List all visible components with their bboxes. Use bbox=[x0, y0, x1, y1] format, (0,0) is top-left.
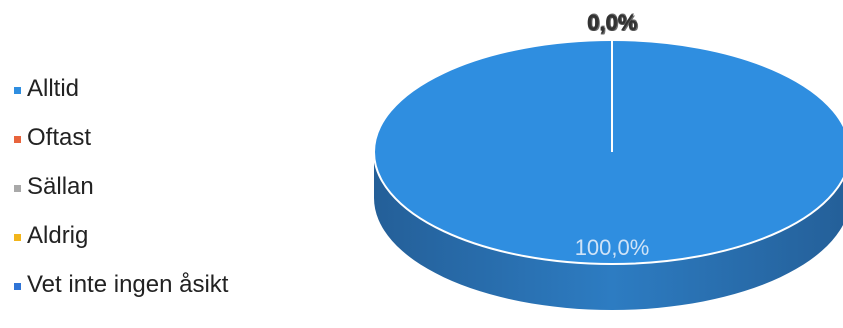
data-label-zero-slice: 0,0% bbox=[587, 11, 637, 36]
legend-label: Alltid bbox=[27, 75, 80, 102]
pie-side-wall bbox=[374, 152, 843, 310]
legend-item: Vet inte ingen åsikt bbox=[14, 268, 228, 302]
legend-label: Sällan bbox=[27, 173, 94, 200]
data-label-zero-slice: 0,0% bbox=[589, 11, 639, 36]
data-label-zero-slice: 0,0% bbox=[588, 9, 638, 34]
legend-item: Oftast bbox=[14, 121, 228, 155]
legend-swatch-vet-inte bbox=[14, 282, 21, 290]
legend-swatch-oftast bbox=[14, 135, 21, 143]
legend-item: Sällan bbox=[14, 170, 228, 204]
legend-swatch-aldrig bbox=[14, 233, 21, 241]
legend-label: Oftast bbox=[27, 124, 92, 151]
legend-swatch-alltid bbox=[14, 86, 21, 94]
legend-label: Vet inte ingen åsikt bbox=[27, 271, 229, 298]
pie-slice-alltid bbox=[373, 39, 843, 265]
legend-item: Aldrig bbox=[14, 219, 228, 253]
legend-swatch-sallan bbox=[14, 184, 21, 192]
chart-legend: Alltid Oftast Sällan Aldrig Vet inte ing… bbox=[14, 72, 228, 302]
data-label-alltid: 100,0% bbox=[575, 235, 650, 260]
legend-item: Alltid bbox=[14, 72, 228, 106]
legend-label: Aldrig bbox=[27, 222, 89, 249]
data-label-zero-slices: 0,0% bbox=[587, 10, 637, 35]
